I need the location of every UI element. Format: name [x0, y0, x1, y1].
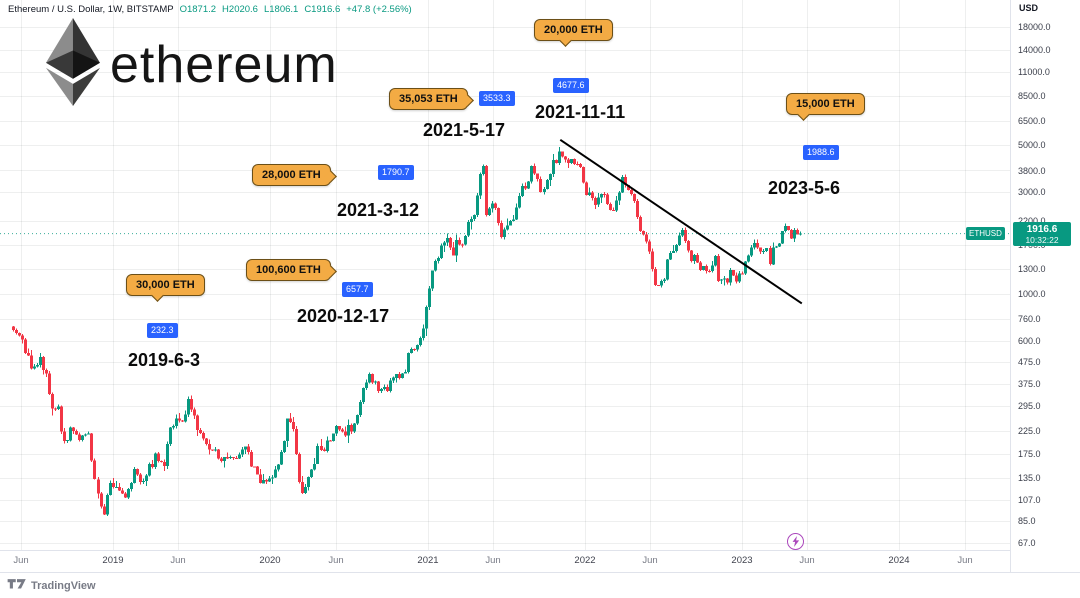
time-tick-label: Jun [13, 555, 29, 566]
candlestick-chart[interactable] [0, 0, 1010, 550]
price-tick-label: 2200.0 [1018, 215, 1046, 226]
time-tick-label: 2024 [888, 555, 910, 566]
price-tick-label: 5000.0 [1018, 140, 1046, 151]
symbol-price-label: ETHUSD [966, 227, 1005, 240]
price-tick-label: 85.0 [1018, 516, 1036, 526]
callout-price-badge[interactable]: 1988.6 [803, 145, 839, 160]
time-tick-label: Jun [957, 555, 973, 566]
currency-label: USD [1019, 3, 1039, 13]
price-tick-label: 1300.0 [1018, 264, 1046, 275]
price-tick-label: 67.0 [1018, 538, 1036, 548]
time-tick-label: 2019 [102, 555, 124, 566]
callout-bubble[interactable]: 100,600 ETH [246, 259, 337, 281]
price-tick-label: 14000.0 [1018, 45, 1051, 56]
callout-price-badge[interactable]: 3533.3 [479, 91, 515, 106]
time-axis[interactable]: Jun 2019 Jun 2020 Jun 2021 Jun 2022 Jun 2023 Jun 20… [0, 550, 1010, 573]
current-price-badge: 1916.6 10:32:22 [1013, 222, 1071, 246]
callout-bubble[interactable]: 35,053 ETH [389, 88, 474, 110]
symbol-title: Ethereum / U.S. Dollar, 1W, BITSTAMP [8, 4, 174, 15]
chart-pane[interactable]: Ethereum / U.S. Dollar, 1W, BITSTAMP O18… [0, 0, 1010, 550]
price-tick-label: 3000.0 [1018, 187, 1046, 198]
price-tick-label: 600.0 [1018, 335, 1041, 346]
event-lightning-icon[interactable] [787, 533, 804, 550]
current-price-value: 1916.6 [1026, 224, 1058, 235]
price-tick-label: 1000.0 [1018, 288, 1046, 299]
price-tick-label: 11000.0 [1018, 67, 1050, 78]
ethereum-wordmark: ethereum [110, 35, 338, 94]
ohlc-close: C1916.6 [304, 4, 341, 15]
price-tick-label: 135.0 [1018, 473, 1041, 484]
time-tick-label: 2023 [731, 555, 753, 566]
price-tick-label: 3800.0 [1018, 165, 1046, 176]
price-tick-label: 375.0 [1018, 379, 1041, 390]
callout-bubble[interactable]: 20,000 ETH [534, 19, 613, 47]
callout-date-label[interactable]: 2020-12-17 [297, 306, 390, 326]
time-tick-label: 2020 [259, 555, 281, 566]
price-axis[interactable]: USD 18000.0 14000.0 11000.0 8500.0 6500.0 500… [1010, 0, 1080, 572]
price-tick-label: 295.0 [1018, 401, 1041, 412]
ethereum-logo: ethereum [46, 18, 338, 111]
price-tick-label: 8500.0 [1018, 91, 1046, 102]
tradingview-logo-icon[interactable] [7, 577, 27, 595]
callout-price-badge[interactable]: 1790.7 [378, 165, 414, 180]
callout-price-badge[interactable]: 4677.6 [553, 78, 589, 93]
ohlc-open: O1871.2 [179, 4, 217, 15]
callout-date-label[interactable]: 2023-5-6 [768, 178, 841, 198]
callout-date-label[interactable]: 2021-5-17 [423, 120, 506, 140]
price-tick-label: 18000.0 [1018, 22, 1051, 32]
time-tick-label: 2022 [574, 555, 596, 566]
footer-bar: TradingView [0, 572, 1080, 598]
callout-date-label[interactable]: 2021-3-12 [337, 200, 420, 220]
callout-bubble[interactable]: 28,000 ETH [252, 164, 337, 186]
price-tick-label: 475.0 [1018, 357, 1041, 368]
time-tick-label: Jun [170, 555, 186, 566]
time-tick-label: Jun [642, 555, 658, 566]
price-tick-label: 6500.0 [1018, 116, 1046, 126]
ethereum-diamond-icon [46, 18, 100, 111]
ohlc-change: +47.8 (+2.56%) [346, 4, 412, 15]
callout-price-badge[interactable]: 232.3 [147, 323, 178, 338]
callout-price-badge[interactable]: 657.7 [342, 282, 373, 297]
callout-date-label[interactable]: 2019-6-3 [128, 350, 201, 370]
tradingview-brand-label[interactable]: TradingView [31, 579, 96, 592]
callout-date-label[interactable]: 2021-11-11 [535, 102, 626, 122]
time-tick-label: Jun [328, 555, 344, 566]
candles [12, 147, 802, 516]
callout-bubble[interactable]: 15,000 ETH [786, 93, 865, 121]
trend-line[interactable] [559, 138, 803, 305]
price-tick-label: 225.0 [1018, 426, 1041, 437]
ohlc-high: H2020.6 [222, 4, 258, 15]
price-tick-label: 175.0 [1018, 449, 1041, 460]
time-tick-label: 2021 [417, 555, 439, 566]
chart-legend: Ethereum / U.S. Dollar, 1W, BITSTAMP O18… [8, 4, 412, 15]
price-tick-label: 107.0 [1018, 494, 1041, 505]
callout-bubble[interactable]: 30,000 ETH [126, 274, 205, 302]
time-tick-label: Jun [799, 555, 815, 566]
ohlc-low: L1806.1 [263, 4, 299, 15]
bar-countdown: 10:32:22 [1025, 235, 1059, 245]
time-tick-label: Jun [485, 555, 501, 566]
price-tick-label: 760.0 [1018, 314, 1041, 324]
